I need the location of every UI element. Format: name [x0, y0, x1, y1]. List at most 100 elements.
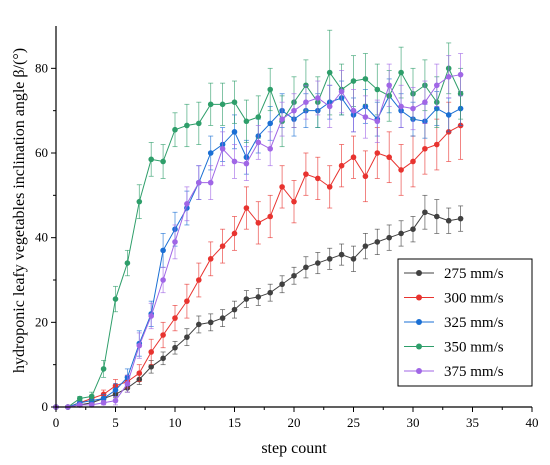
data-point	[207, 256, 214, 262]
data-point	[160, 247, 166, 254]
data-point	[291, 107, 297, 114]
data-point	[219, 101, 226, 108]
data-point	[279, 116, 285, 122]
data-point	[362, 173, 369, 180]
data-point	[148, 349, 154, 355]
data-point	[196, 321, 202, 328]
data-point	[100, 366, 107, 372]
data-point	[374, 239, 381, 245]
data-point	[398, 230, 404, 237]
data-point	[445, 217, 452, 224]
data-point	[267, 213, 274, 220]
data-point	[326, 103, 333, 110]
data-point	[279, 184, 285, 190]
data-point	[374, 150, 381, 156]
data-point	[136, 198, 143, 205]
legend: 275 mm/s 300 mm/s 325 mm/s 350 mm/s 375 mm/s	[397, 258, 533, 387]
data-point	[136, 342, 143, 349]
data-point	[457, 71, 464, 78]
data-point	[231, 158, 238, 165]
data-point	[386, 82, 393, 89]
data-point	[184, 201, 190, 207]
data-point	[445, 112, 452, 118]
legend-label: 350 mm/s	[444, 340, 504, 356]
data-point	[267, 86, 274, 93]
data-point	[243, 118, 250, 125]
data-point	[386, 154, 393, 161]
data-point	[207, 319, 214, 326]
data-point	[231, 129, 238, 135]
data-point	[160, 277, 166, 283]
data-point	[291, 272, 297, 279]
x-tick-label: 20	[288, 415, 301, 430]
x-tick-label: 10	[169, 415, 182, 430]
data-point	[434, 213, 440, 220]
data-point	[255, 294, 262, 300]
x-axis-title: step count	[261, 440, 327, 457]
data-point	[219, 243, 226, 249]
data-point	[398, 167, 404, 173]
data-point	[148, 156, 154, 163]
data-point	[88, 393, 95, 400]
data-point	[398, 69, 404, 76]
data-point	[362, 243, 369, 249]
data-point	[184, 298, 190, 304]
data-point	[457, 215, 464, 222]
data-point	[267, 120, 274, 127]
data-point	[422, 145, 428, 152]
data-point	[255, 220, 262, 226]
data-point	[267, 145, 274, 152]
data-point	[338, 251, 345, 258]
data-point	[196, 179, 202, 186]
axes: 0 5 10 15 20 25 30 35 40 0 20 40 60 80	[35, 26, 539, 430]
data-point	[100, 395, 107, 402]
series-300-mm-s	[53, 91, 464, 410]
data-point	[386, 234, 393, 241]
data-point	[374, 118, 381, 125]
data-point	[196, 277, 202, 283]
data-point	[112, 296, 119, 302]
data-point	[207, 150, 214, 156]
data-point	[243, 160, 250, 167]
legend-marker	[416, 294, 422, 301]
data-point	[445, 74, 452, 80]
x-tick-label: 5	[112, 415, 119, 430]
data-point	[374, 86, 381, 93]
y-tick-label: 40	[35, 230, 48, 245]
x-tick-label: 0	[53, 415, 60, 430]
legend-label: 300 mm/s	[444, 291, 504, 307]
legend-marker	[416, 319, 422, 325]
data-point	[88, 402, 95, 408]
data-point	[398, 103, 404, 110]
data-point	[410, 105, 416, 112]
series-375-mm-s	[53, 53, 464, 410]
data-point	[362, 114, 369, 120]
y-tick-label: 0	[42, 399, 49, 414]
data-point	[255, 139, 262, 146]
data-point	[422, 99, 428, 105]
data-point	[77, 395, 83, 402]
legend-marker	[416, 368, 422, 374]
data-point	[303, 171, 309, 177]
data-point	[231, 230, 238, 237]
legend-marker	[416, 343, 422, 350]
legend-label: 375 mm/s	[444, 364, 504, 380]
legend-label: 325 mm/s	[444, 315, 504, 331]
data-point	[326, 69, 333, 76]
data-point	[207, 101, 214, 108]
data-point	[172, 315, 178, 321]
x-tick-label: 30	[407, 415, 420, 430]
data-point	[422, 209, 428, 216]
data-point	[410, 158, 416, 165]
data-point	[326, 256, 333, 262]
data-point	[124, 260, 131, 266]
data-point	[326, 184, 333, 190]
x-tick-label: 35	[466, 415, 479, 430]
data-point	[196, 120, 202, 127]
data-point	[184, 122, 190, 129]
data-point	[267, 289, 274, 296]
data-point	[172, 126, 178, 133]
y-tick-label: 20	[35, 314, 48, 329]
data-point	[410, 226, 416, 232]
